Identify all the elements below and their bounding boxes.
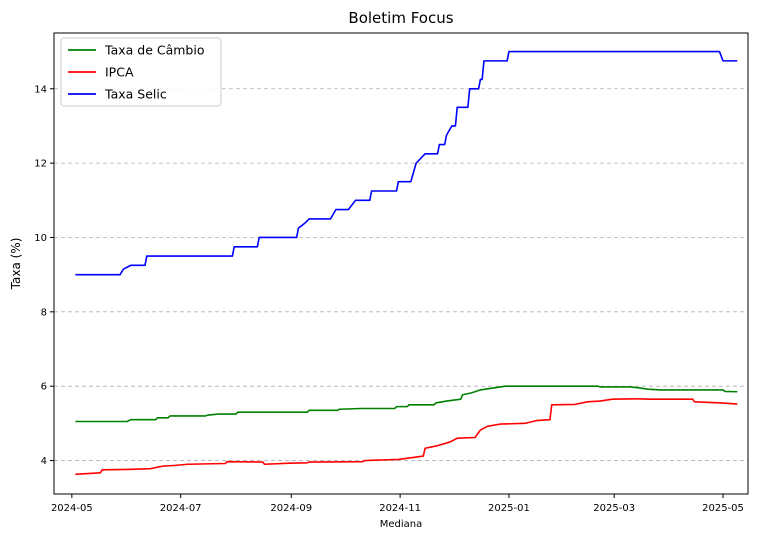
x-axis-label: Mediana (380, 519, 423, 530)
legend-label: Taxa Selic (104, 87, 167, 102)
series-line-0 (75, 385, 738, 423)
plot-frame (53, 32, 749, 495)
x-tick-label: 2025-01 (488, 503, 530, 514)
y-tick-label: 4 (41, 456, 47, 467)
x-tick-label: 2025-05 (702, 503, 744, 514)
y-tick-label: 10 (34, 233, 47, 244)
y-tick-label: 6 (41, 382, 47, 393)
x-tick-label: 2024-07 (160, 503, 202, 514)
tick-layer: 4 6 8 10 12 14 2024-05 2024-07 2024-09 2024-11 202… (34, 84, 744, 514)
series-layer (75, 50, 738, 476)
grid-layer (54, 88, 748, 461)
x-tick-label: 2025-03 (593, 503, 635, 514)
y-tick-label: 8 (41, 307, 47, 318)
x-tick-label: 2024-09 (270, 503, 312, 514)
y-tick-label: 14 (34, 84, 47, 95)
legend-label: Taxa de Câmbio (104, 43, 204, 58)
legend: Taxa de Câmbio IPCA Taxa Selic (60, 37, 222, 107)
x-tick-label: 2024-05 (51, 503, 93, 514)
series-line-2 (75, 50, 738, 276)
chart-title: Boletim Focus (348, 9, 453, 27)
x-tick-label: 2024-11 (379, 503, 421, 514)
legend-frame (60, 37, 222, 107)
legend-label: IPCA (105, 65, 134, 80)
y-axis-label: Taxa (%) (9, 238, 23, 291)
series-line-1 (75, 398, 738, 476)
y-tick-label: 12 (34, 159, 47, 170)
